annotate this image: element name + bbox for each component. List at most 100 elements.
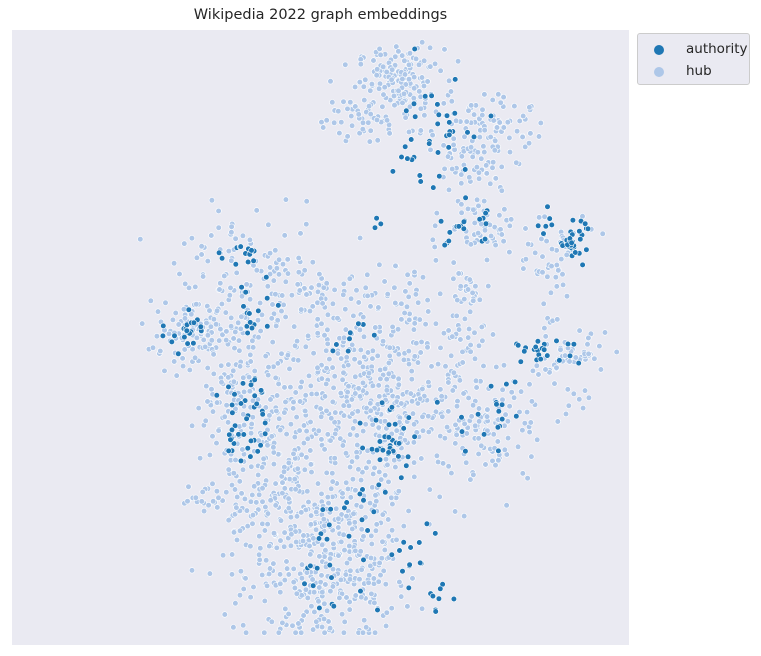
scatter-point-hub <box>304 488 311 495</box>
scatter-point-authority <box>517 358 524 365</box>
scatter-point-hub <box>407 390 414 397</box>
scatter-point-hub <box>393 427 400 434</box>
scatter-point-hub <box>189 346 196 353</box>
scatter-point-authority <box>481 431 488 438</box>
scatter-point-hub <box>216 337 223 344</box>
scatter-point-authority <box>257 442 264 449</box>
scatter-point-hub <box>391 102 398 109</box>
scatter-point-hub <box>418 455 425 462</box>
scatter-point-authority <box>326 521 333 529</box>
scatter-point-hub <box>181 346 188 353</box>
scatter-point-hub <box>409 410 417 417</box>
scatter-point-hub <box>214 399 221 406</box>
scatter-point-hub <box>311 589 318 596</box>
scatter-point-hub <box>424 297 431 304</box>
scatter-point-hub <box>356 130 363 137</box>
scatter-point-hub <box>406 280 413 287</box>
scatter-point-hub <box>213 440 220 447</box>
scatter-point-hub <box>519 470 526 477</box>
scatter-point-hub <box>293 513 301 520</box>
scatter-point-hub <box>461 315 469 323</box>
scatter-point-authority <box>228 426 236 434</box>
scatter-point-hub <box>558 256 565 263</box>
scatter-point-hub <box>286 365 293 373</box>
scatter-point-hub <box>306 308 314 315</box>
scatter-point-hub <box>482 461 489 468</box>
scatter-point-hub <box>429 132 436 139</box>
scatter-point-hub <box>411 85 418 92</box>
scatter-point-hub <box>352 373 359 380</box>
scatter-point-hub <box>356 78 363 86</box>
scatter-point-hub <box>259 464 266 471</box>
scatter-point-hub <box>521 420 528 427</box>
scatter-point-hub <box>282 605 289 613</box>
scatter-point-hub <box>228 223 235 230</box>
scatter-point-hub <box>526 104 533 111</box>
scatter-point-authority <box>240 431 247 438</box>
scatter-point-authority <box>521 348 528 355</box>
scatter-point-hub <box>338 355 345 362</box>
scatter-point-hub <box>406 50 414 57</box>
scatter-point-hub <box>324 340 331 348</box>
scatter-point-authority <box>499 416 506 423</box>
scatter-point-hub <box>448 98 455 105</box>
scatter-point-authority <box>247 437 255 445</box>
scatter-point-hub <box>391 284 398 291</box>
scatter-point-hub <box>356 393 364 400</box>
scatter-point-hub <box>441 165 448 172</box>
scatter-point-hub <box>284 352 292 359</box>
scatter-point-hub <box>584 341 591 348</box>
scatter-point-hub <box>215 207 222 215</box>
scatter-point-hub <box>337 576 345 584</box>
scatter-point-authority <box>482 210 489 217</box>
scatter-point-hub <box>277 517 285 524</box>
scatter-point-hub <box>501 446 508 453</box>
scatter-point-hub <box>339 442 347 449</box>
scatter-point-authority <box>326 561 333 569</box>
scatter-point-hub <box>340 98 347 105</box>
scatter-point-hub <box>448 352 455 359</box>
scatter-point-hub <box>210 316 217 323</box>
scatter-point-hub <box>343 513 350 520</box>
scatter-point-hub <box>374 66 381 73</box>
scatter-point-hub <box>401 71 409 78</box>
scatter-point-hub <box>385 370 392 377</box>
scatter-point-hub <box>377 51 384 59</box>
scatter-point-hub <box>315 598 322 605</box>
scatter-point-hub <box>349 410 356 417</box>
scatter-point-authority <box>359 444 366 452</box>
scatter-point-hub <box>319 300 326 307</box>
scatter-point-authority <box>476 216 483 223</box>
scatter-point-hub <box>542 366 549 373</box>
scatter-point-authority <box>405 414 412 421</box>
scatter-point-hub <box>411 353 418 360</box>
scatter-point-hub <box>367 400 374 407</box>
scatter-point-hub <box>290 399 297 406</box>
scatter-point-authority <box>412 113 419 120</box>
scatter-point-hub <box>272 247 279 254</box>
scatter-point-hub <box>262 353 269 360</box>
scatter-point-hub <box>492 242 499 249</box>
scatter-point-hub <box>383 622 390 630</box>
scatter-point-hub <box>487 180 494 187</box>
scatter-point-hub <box>373 116 381 124</box>
scatter-point-hub <box>535 133 543 140</box>
scatter-point-hub <box>389 501 396 508</box>
scatter-point-hub <box>231 345 238 352</box>
scatter-point-hub <box>247 543 254 550</box>
scatter-point-hub <box>303 198 310 205</box>
scatter-point-hub <box>335 515 342 522</box>
scatter-point-hub <box>364 292 371 300</box>
scatter-point-authority <box>374 606 381 614</box>
scatter-point-hub <box>193 334 200 342</box>
scatter-point-hub <box>404 271 411 278</box>
scatter-point-authority <box>242 289 249 296</box>
scatter-point-hub <box>217 280 224 287</box>
scatter-point-authority <box>379 447 387 454</box>
scatter-point-hub <box>553 283 560 290</box>
scatter-point-authority <box>389 168 397 175</box>
scatter-point-authority <box>246 310 253 317</box>
scatter-point-hub <box>437 344 444 352</box>
scatter-point-hub <box>448 470 455 477</box>
scatter-point-hub <box>504 418 512 425</box>
